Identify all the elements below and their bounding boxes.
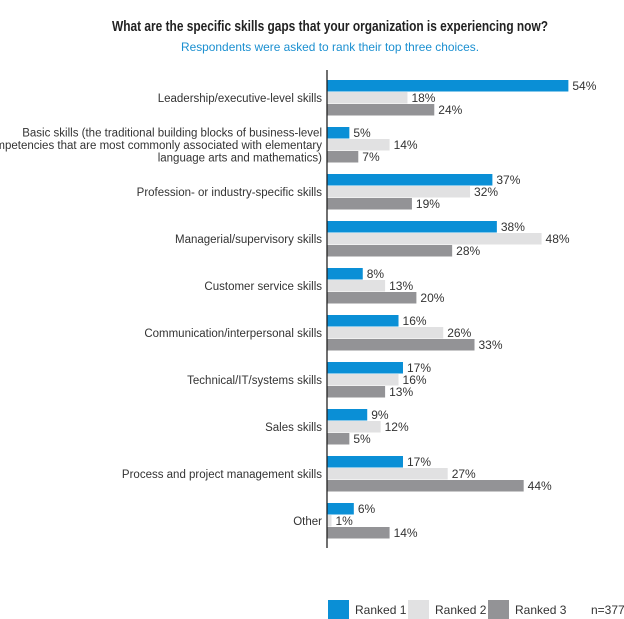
data-label: 13% xyxy=(389,385,413,399)
category-label: competencies that are most commonly asso… xyxy=(0,140,322,152)
category-label: Leadership/executive-level skills xyxy=(158,93,323,105)
bar-ranked-2 xyxy=(327,139,390,151)
data-label: 48% xyxy=(546,232,570,246)
bar-ranked-3 xyxy=(327,433,350,445)
data-label: 6% xyxy=(358,502,376,516)
bar-ranked-3 xyxy=(327,151,359,163)
bar-ranked-1 xyxy=(327,268,363,280)
sample-size-note: n=377 xyxy=(591,603,624,617)
data-label: 5% xyxy=(353,126,371,140)
category-label: Managerial/supervisory skills xyxy=(175,234,322,246)
data-label: 12% xyxy=(385,420,409,434)
data-label: 20% xyxy=(420,291,444,305)
legend-label: Ranked 1 xyxy=(355,603,407,617)
bar-ranked-3 xyxy=(327,480,524,492)
data-label: 1% xyxy=(335,514,353,528)
data-label: 14% xyxy=(394,526,418,540)
bar-ranked-3 xyxy=(327,245,453,257)
chart-title: What are the specific skills gaps that y… xyxy=(112,18,548,35)
data-label: 17% xyxy=(407,455,431,469)
legend-swatch xyxy=(328,600,349,619)
bar-ranked-2 xyxy=(327,186,471,198)
legend-swatch xyxy=(488,600,509,619)
bar-ranked-2 xyxy=(327,374,399,386)
data-label: 9% xyxy=(371,408,389,422)
bar-ranked-2 xyxy=(327,421,381,433)
chart-subtitle: Respondents were asked to rank their top… xyxy=(181,40,479,54)
data-label: 16% xyxy=(403,314,427,328)
data-label: 7% xyxy=(362,150,380,164)
bar-ranked-3 xyxy=(327,198,412,210)
bar-ranked-2 xyxy=(327,327,444,339)
bar-ranked-1 xyxy=(327,127,350,139)
legend-label: Ranked 2 xyxy=(435,603,487,617)
category-label: Process and project management skills xyxy=(122,469,322,481)
bar-ranked-2 xyxy=(327,468,448,480)
data-label: 16% xyxy=(403,373,427,387)
category-label: Sales skills xyxy=(265,422,322,434)
category-label: Customer service skills xyxy=(204,281,322,293)
category-label: Communication/interpersonal skills xyxy=(144,328,322,340)
data-label: 24% xyxy=(438,103,462,117)
category-label: Technical/IT/systems skills xyxy=(187,375,322,387)
legend-swatch xyxy=(408,600,429,619)
bar-ranked-1 xyxy=(327,503,354,515)
data-label: 27% xyxy=(452,467,476,481)
bar-ranked-2 xyxy=(327,515,332,527)
data-label: 19% xyxy=(416,197,440,211)
bar-ranked-2 xyxy=(327,233,542,245)
data-label: 13% xyxy=(389,279,413,293)
bar-ranked-3 xyxy=(327,292,417,304)
data-label: 5% xyxy=(353,432,371,446)
data-label: 44% xyxy=(528,479,552,493)
data-label: 32% xyxy=(474,185,498,199)
bar-ranked-3 xyxy=(327,527,390,539)
category-label: language arts and mathematics) xyxy=(158,152,322,164)
bar-ranked-3 xyxy=(327,339,475,351)
data-label: 8% xyxy=(367,267,385,281)
category-label: Other xyxy=(293,516,322,528)
legend-label: Ranked 3 xyxy=(515,603,567,617)
data-label: 38% xyxy=(501,220,525,234)
bar-ranked-1 xyxy=(327,409,368,421)
bar-ranked-2 xyxy=(327,280,386,292)
data-label: 26% xyxy=(447,326,471,340)
bar-ranked-1 xyxy=(327,80,569,92)
data-label: 14% xyxy=(394,138,418,152)
data-label: 37% xyxy=(496,173,520,187)
data-label: 28% xyxy=(456,244,480,258)
data-label: 17% xyxy=(407,361,431,375)
bar-ranked-1 xyxy=(327,362,403,374)
bar-ranked-3 xyxy=(327,386,386,398)
bar-ranked-1 xyxy=(327,174,493,186)
data-label: 54% xyxy=(572,79,596,93)
bar-ranked-1 xyxy=(327,221,497,233)
data-label: 33% xyxy=(479,338,503,352)
category-label: Profession- or industry-specific skills xyxy=(137,187,323,199)
category-label: Basic skills (the traditional building b… xyxy=(22,127,322,139)
bar-ranked-3 xyxy=(327,104,435,116)
bar-ranked-1 xyxy=(327,456,403,468)
bar-ranked-1 xyxy=(327,315,399,327)
bar-ranked-2 xyxy=(327,92,408,104)
data-label: 18% xyxy=(411,91,435,105)
